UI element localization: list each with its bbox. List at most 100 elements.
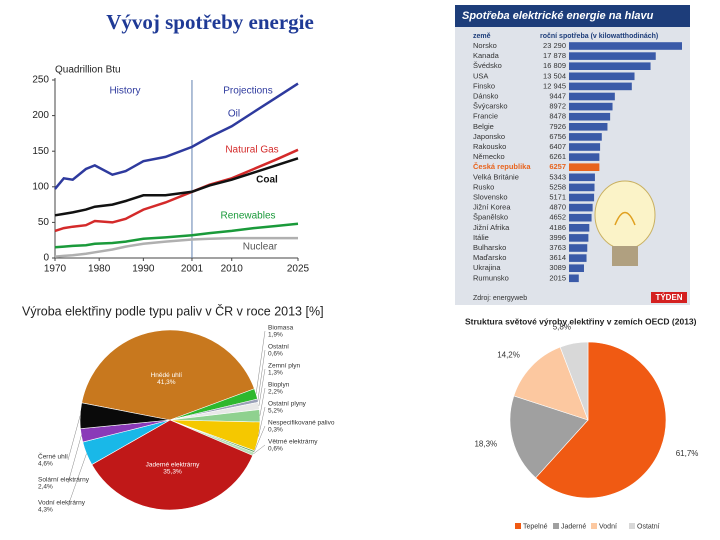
source: Zdroj: energyweb — [473, 295, 527, 302]
value-label: 3996 — [549, 233, 566, 242]
country-label: Švýcarsko — [473, 102, 508, 111]
country-label: Jižní Korea — [473, 203, 511, 212]
y-tick-label: 100 — [32, 181, 49, 192]
chart-title: Struktura světové výroby elektřiny v zem… — [465, 316, 697, 326]
slice-value: 0,6% — [268, 351, 283, 358]
country-label: Rumunsko — [473, 273, 509, 282]
x-tick-label: 1970 — [44, 264, 67, 275]
leader-line — [258, 406, 266, 437]
slice-value: 2,4% — [38, 484, 53, 491]
pie-slice — [81, 329, 255, 421]
bulb — [594, 180, 656, 266]
country-label: Bulharsko — [473, 243, 506, 252]
bar — [569, 203, 593, 212]
annotation: Projections — [223, 86, 272, 97]
panel-title: Spotřeba elektrické energie na hlavu — [462, 10, 654, 22]
y-tick-label: 200 — [32, 110, 49, 121]
country-label: Švédsko — [473, 61, 502, 70]
slice-label: Zemní plyn — [268, 363, 301, 370]
legend-swatch — [591, 523, 597, 529]
slice-label: Hnědé uhlí — [151, 372, 183, 379]
bar — [569, 173, 595, 182]
series-line — [54, 236, 298, 258]
bar — [569, 62, 651, 70]
series-label: Nuclear — [243, 242, 278, 253]
country-label: Slovensko — [473, 192, 508, 201]
slice-label: Vodní elektrárny — [38, 500, 86, 507]
bar — [569, 244, 588, 252]
country-label: Belgie — [473, 122, 494, 131]
country-label: Rakousko — [473, 142, 506, 151]
slice-value: 0,6% — [268, 446, 283, 453]
slice-value: 35,3% — [163, 469, 182, 476]
value-label: 7926 — [549, 122, 566, 131]
slice-label: Biomasa — [268, 325, 294, 332]
slice-value: 1,9% — [268, 332, 283, 339]
slice-value: 5,8% — [553, 323, 571, 332]
bar — [569, 274, 579, 283]
y-tick-label: 0 — [43, 253, 49, 264]
value-label: 23 290 — [543, 41, 566, 50]
value-label: 13 504 — [543, 71, 566, 80]
country-label: Itálie — [473, 233, 489, 242]
bar — [569, 112, 611, 121]
pie-slice — [79, 402, 171, 430]
bar — [569, 42, 682, 50]
value-label: 5258 — [549, 182, 566, 191]
value-label: 6261 — [549, 152, 566, 161]
series-label: Renewables — [220, 211, 275, 222]
value-label: 4652 — [549, 213, 566, 222]
x-tick-label: 2001 — [181, 264, 204, 275]
slice-value: 2,2% — [268, 389, 283, 396]
bar — [569, 123, 608, 131]
bar — [569, 264, 584, 272]
country-label: Maďarsko — [473, 253, 506, 262]
bar — [569, 143, 601, 151]
logo: TÝDEN — [655, 293, 682, 302]
country-label: Ukrajina — [473, 263, 501, 272]
legend-label: Vodní — [599, 523, 617, 530]
country-label: Kanada — [473, 51, 500, 60]
country-label: Německo — [473, 152, 505, 161]
slice-label: Nespecifikované palivo — [268, 420, 335, 427]
leader-line — [67, 435, 82, 484]
series-line — [54, 222, 299, 249]
chart-title: Výroba elektřiny podle typu paliv v ČR v… — [22, 303, 324, 318]
bar — [569, 254, 587, 262]
y-axis-label: Quadrillion Btu — [55, 65, 121, 76]
value-label: 5343 — [549, 172, 566, 181]
column-header: země — [473, 33, 491, 40]
country-label: Rusko — [473, 182, 494, 191]
pie-slice — [513, 346, 589, 421]
y-tick-label: 150 — [32, 146, 49, 157]
country-label: Česká republika — [473, 162, 531, 171]
y-tick-label: 50 — [38, 217, 50, 228]
slice-label: Ostatní plyny — [268, 401, 307, 408]
slice-label: Větrné elektrárny — [268, 439, 318, 446]
pie-slice — [509, 395, 589, 479]
bar — [569, 133, 602, 141]
bar — [569, 163, 600, 171]
slice-label: Jaderné elektrárny — [146, 462, 201, 469]
value-label: 4186 — [549, 223, 566, 232]
bar — [569, 153, 600, 161]
pie-slice — [535, 341, 667, 499]
value-label: 6407 — [549, 142, 566, 151]
bar — [569, 72, 635, 81]
bar — [569, 102, 613, 111]
value-label: 6257 — [549, 162, 566, 171]
series-label: Oil — [228, 109, 240, 120]
value-label: 8478 — [549, 112, 566, 121]
pie-slice — [91, 419, 254, 511]
legend-swatch — [629, 523, 635, 529]
slice-value: 0,3% — [268, 427, 283, 434]
leader-line — [253, 444, 266, 455]
bar — [569, 52, 656, 60]
series-line — [54, 157, 299, 217]
value-label: 6756 — [549, 132, 566, 141]
y-tick-label: 250 — [32, 75, 49, 86]
bar-panel-header — [455, 5, 690, 27]
legend-label: Jaderné — [561, 523, 586, 530]
x-tick-label: 2025 — [287, 264, 310, 275]
